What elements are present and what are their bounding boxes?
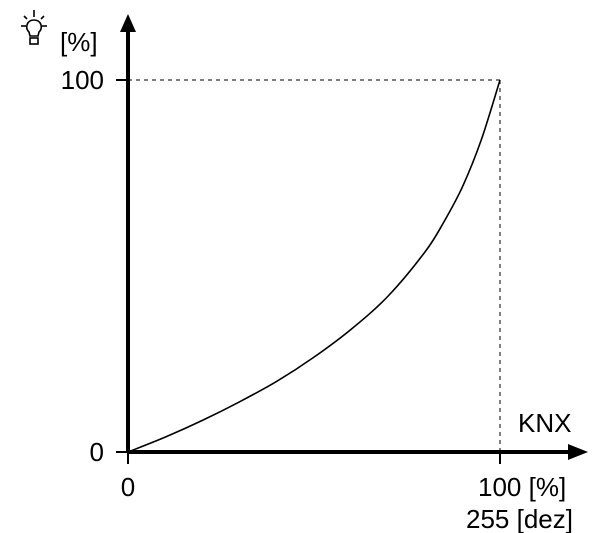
light-bulb-icon: [21, 10, 47, 45]
series-group: [127, 79, 501, 453]
x-tick-label: 100 [%]: [478, 472, 566, 502]
y-tick-label: 100: [61, 65, 104, 95]
series-line: [127, 79, 501, 453]
y-axis-arrow: [120, 14, 136, 32]
y-tick-label: 0: [90, 437, 104, 467]
x-axis-label: KNX: [518, 408, 571, 438]
reference-lines: [128, 79, 501, 452]
y-axis-unit: [%]: [60, 27, 98, 57]
x-tick-label: 0: [121, 472, 135, 502]
x-axis-arrow: [568, 444, 588, 460]
x-tick-sublabel: 255 [dez]: [466, 504, 573, 533]
axes: [120, 14, 588, 460]
ticks: 0 100 0 100 [%]255 [dez]: [61, 65, 573, 533]
